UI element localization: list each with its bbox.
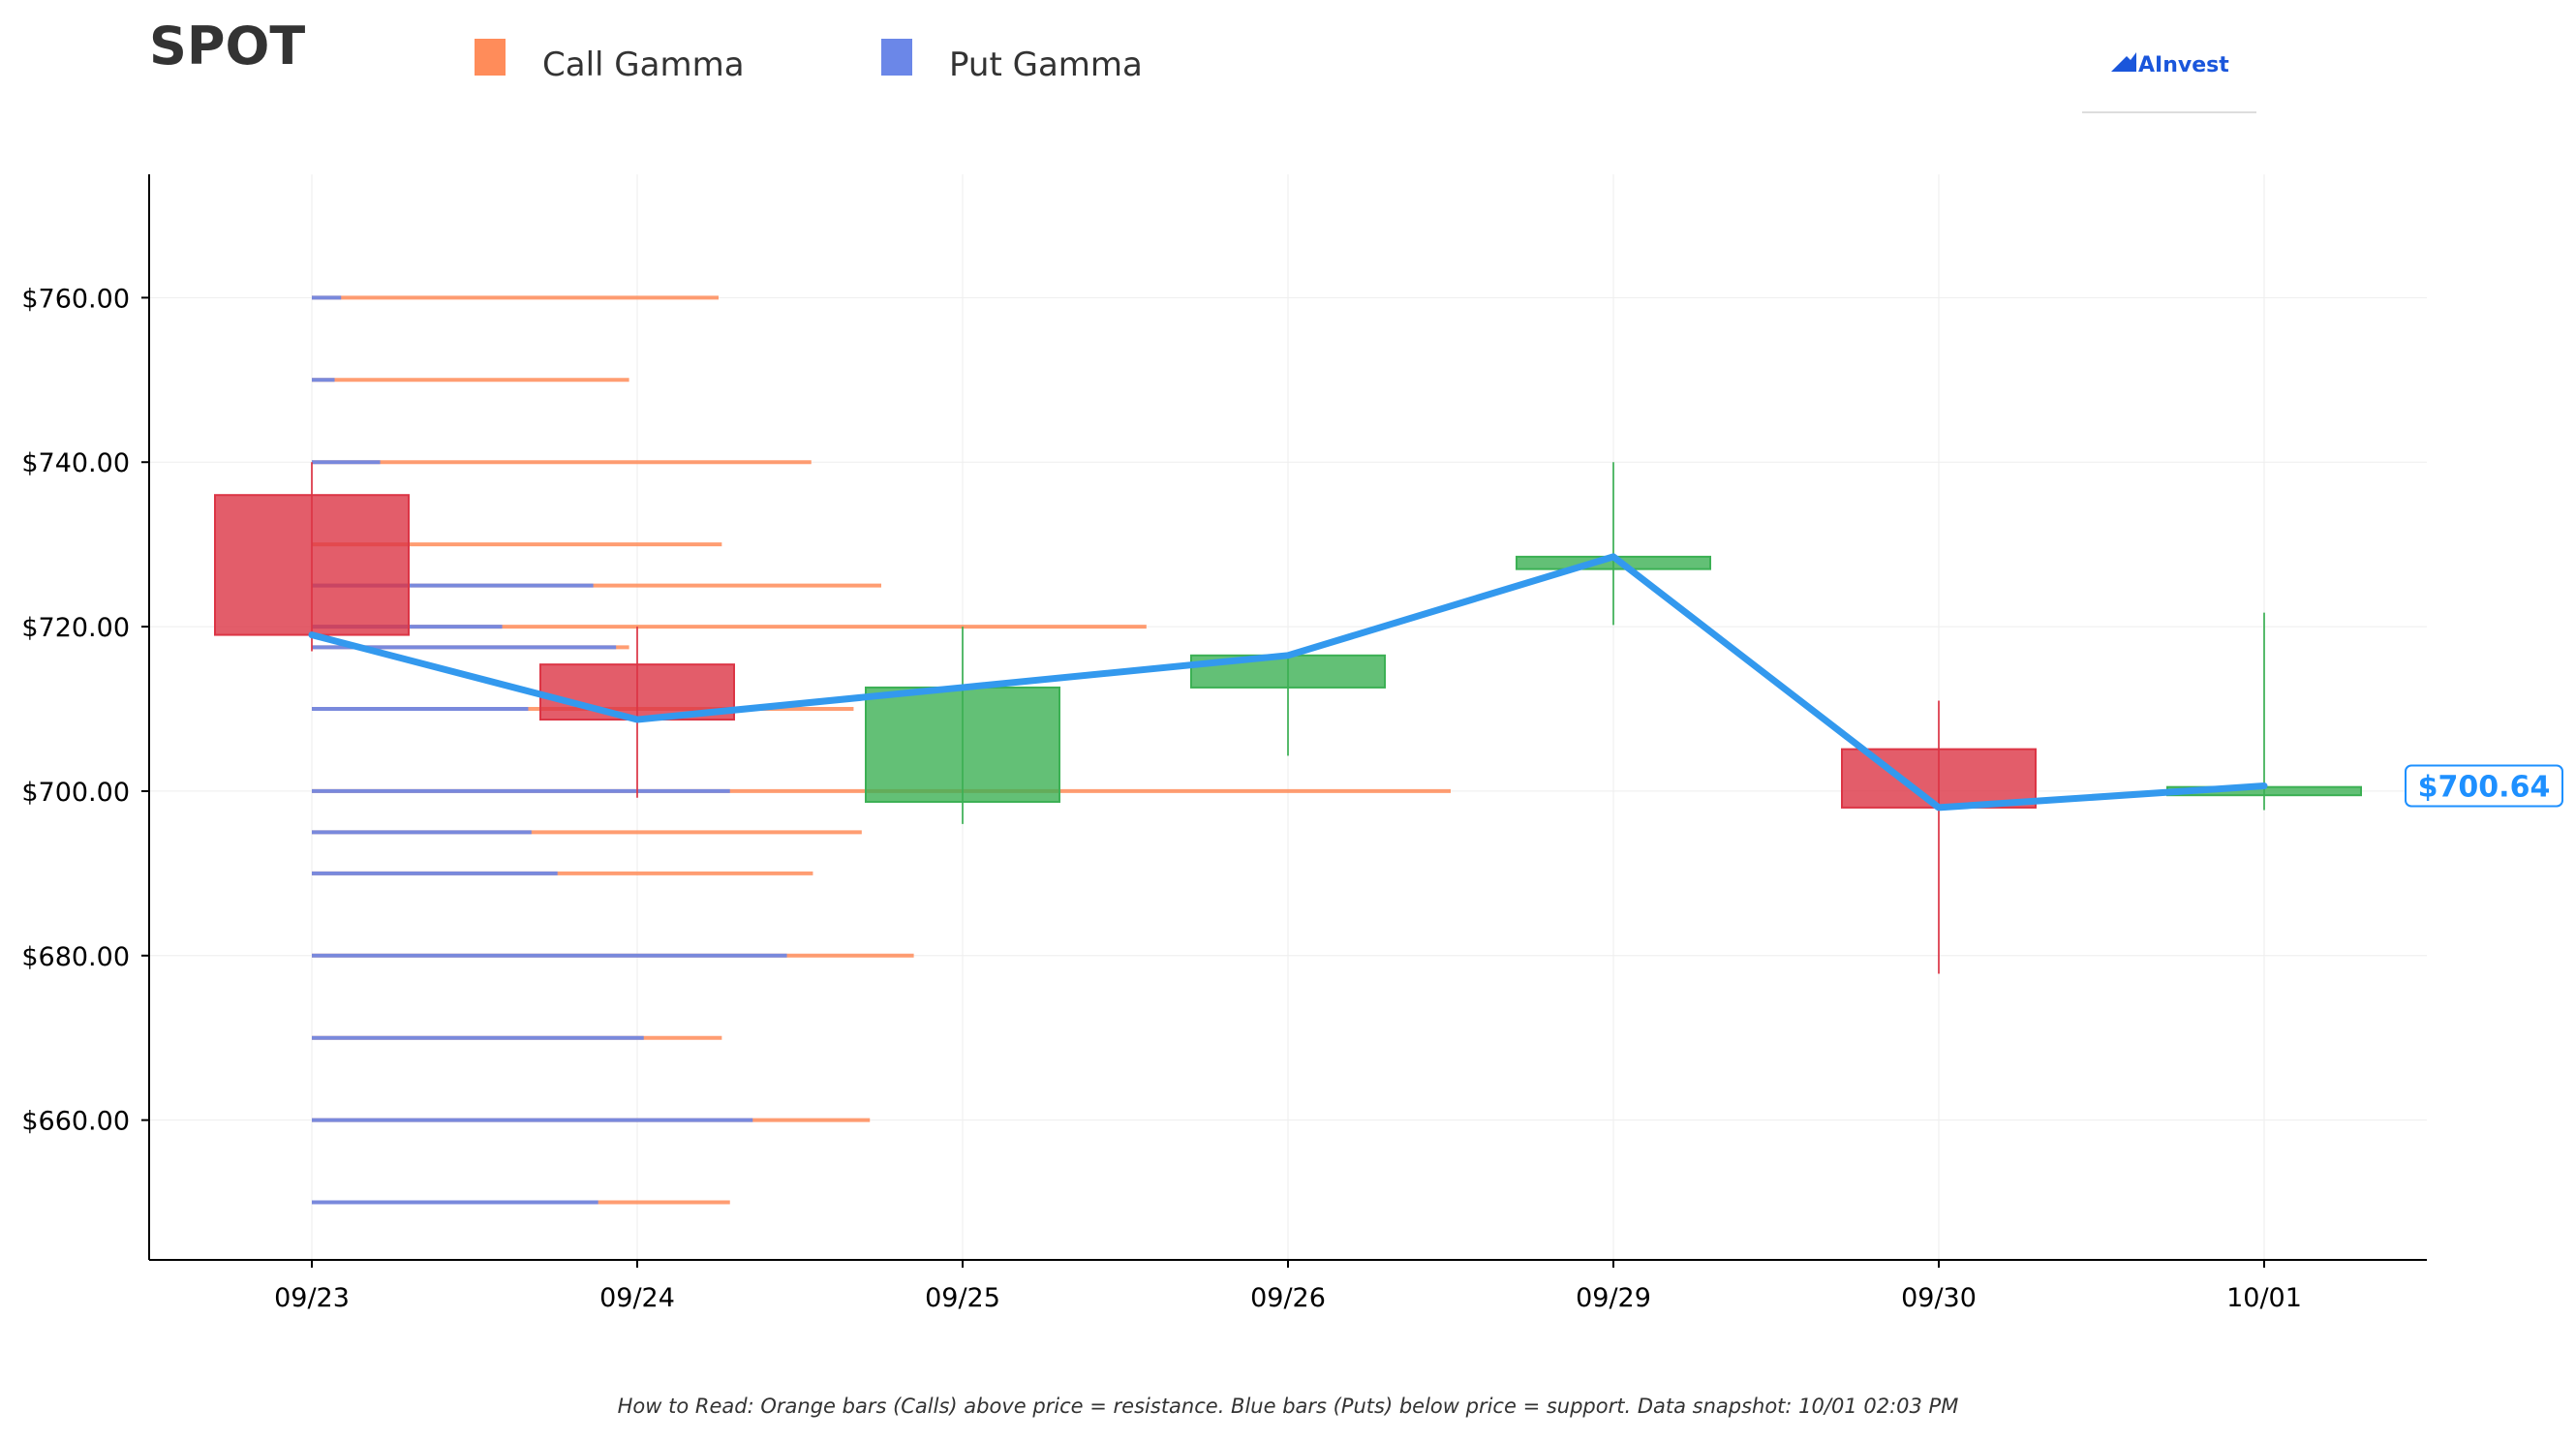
y-tick-label: $740.00: [21, 448, 130, 478]
x-tick-label: 09/25: [925, 1283, 1000, 1313]
chart-title: SPOT: [149, 15, 305, 77]
x-tick-label: 10/01: [2226, 1283, 2302, 1313]
legend-swatch-call: [475, 39, 506, 76]
x-tick-label: 09/24: [599, 1283, 675, 1313]
last-price-label: $700.64: [2418, 770, 2551, 804]
y-tick-label: $700.00: [21, 778, 130, 808]
candle-body: [214, 494, 410, 636]
ainvest-logo-icon: [2111, 52, 2136, 72]
legend-label-call: Call Gamma: [542, 46, 745, 84]
x-tick-label: 09/23: [274, 1283, 350, 1313]
x-tick-label: 09/26: [1250, 1283, 1326, 1313]
x-tick-label: 09/29: [1576, 1283, 1651, 1313]
candle-body: [865, 686, 1060, 803]
x-tick-label: 09/30: [1901, 1283, 1977, 1313]
y-tick-label: $720.00: [21, 613, 130, 643]
last-price-badge: $700.64: [2405, 764, 2563, 808]
close-line-layer: [308, 553, 2268, 812]
last-price-badge-box: [2405, 764, 2563, 808]
legend: Call Gamma Put Gamma: [475, 39, 1143, 84]
y-tick-label: $680.00: [21, 942, 130, 972]
legend-label-put: Put Gamma: [949, 46, 1143, 84]
axes: $660.00 $680.00 $700.00 $720.00 $740.00 $760.…: [21, 174, 2427, 1313]
legend-swatch-put: [881, 39, 912, 76]
y-tick-label: $760.00: [21, 284, 130, 314]
footnote: How to Read: Orange bars (Calls) above p…: [618, 1395, 1959, 1418]
close-price-line: [308, 553, 2268, 812]
y-tick-label: $660.00: [21, 1107, 130, 1137]
brand-logo: AInvest: [2082, 52, 2256, 113]
brand-name: AInvest: [2138, 53, 2229, 77]
